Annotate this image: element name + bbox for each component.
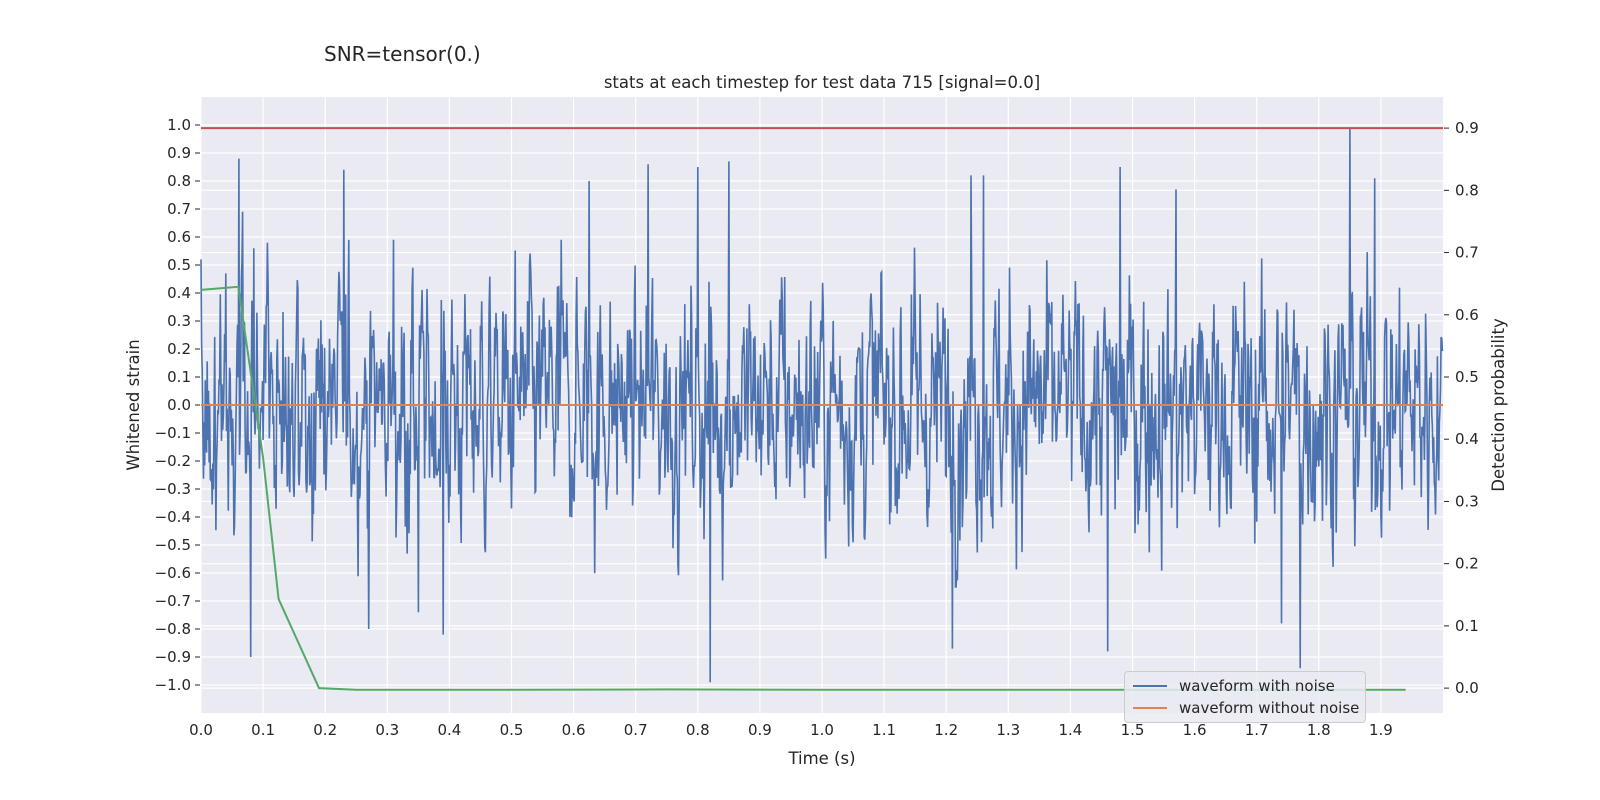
x-tick-label: 1.5 <box>1121 721 1145 739</box>
x-tick-label: 1.1 <box>872 721 896 739</box>
x-tick-label: 0.6 <box>562 721 586 739</box>
y-tick-label: 0.4 <box>167 284 191 302</box>
x-tick-label: 0.7 <box>624 721 648 739</box>
legend-item-clean: waveform without noise <box>1133 697 1359 719</box>
y2-tick-label: 0.1 <box>1455 617 1479 635</box>
x-axis-ticks: 0.0 0.1 0.2 0.3 0.4 0.5 0.6 0.7 0.8 0.9 1.0 1.1 1.2 1… <box>189 721 1393 739</box>
y-tick-label: −0.1 <box>155 424 191 442</box>
y-tick-label: −0.5 <box>155 536 191 554</box>
y-axis-ticks: 1.0 0.9 0.8 0.7 0.6 0.5 0.4 0.3 0.2 0.1 0.0 −0.1 −0.… <box>155 116 200 694</box>
y-tick-label: −0.2 <box>155 452 191 470</box>
y2-tick-label: 0.9 <box>1455 119 1479 137</box>
y-tick-label: 1.0 <box>167 116 191 134</box>
y-tick-label: 0.2 <box>167 340 191 358</box>
x-tick-label: 0.1 <box>251 721 275 739</box>
legend-swatch-noisy <box>1133 685 1167 687</box>
legend-label-clean: waveform without noise <box>1179 699 1360 717</box>
y-tick-label: 0.0 <box>167 396 191 414</box>
x-tick-label: 1.9 <box>1369 721 1393 739</box>
y-tick-label: 0.9 <box>167 144 191 162</box>
y-axis-label: Whitened strain <box>124 339 143 470</box>
y-tick-label: 0.3 <box>167 312 191 330</box>
waveform-with-noise-line <box>200 127 1444 683</box>
x-tick-label: 1.8 <box>1307 721 1331 739</box>
x-tick-label: 1.2 <box>934 721 958 739</box>
y2-tick-label: 0.5 <box>1455 368 1479 386</box>
x-tick-label: 1.3 <box>996 721 1020 739</box>
y2-tick-label: 0.6 <box>1455 306 1479 324</box>
chart-title: stats at each timestep for test data 715… <box>604 73 1040 92</box>
y2-tick-label: 0.7 <box>1455 244 1479 262</box>
x-axis-label: Time (s) <box>787 749 855 768</box>
x-tick-label: 1.7 <box>1245 721 1269 739</box>
y-tick-label: 0.8 <box>167 172 191 190</box>
y-tick-label: −0.8 <box>155 620 191 638</box>
x-tick-label: 0.9 <box>748 721 772 739</box>
y2-axis-ticks: 0.9 0.8 0.7 0.6 0.5 0.4 0.3 0.2 0.1 0.0 <box>1444 119 1479 697</box>
y-tick-label: 0.1 <box>167 368 191 386</box>
x-tick-label: 0.5 <box>500 721 524 739</box>
y2-axis-label: Detection probability <box>1489 318 1508 492</box>
y-tick-label: −0.3 <box>155 480 191 498</box>
y2-tick-label: 0.0 <box>1455 679 1479 697</box>
legend: waveform with noise waveform without noi… <box>1124 671 1366 723</box>
y2-tick-label: 0.3 <box>1455 492 1479 510</box>
legend-item-noisy: waveform with noise <box>1133 675 1335 697</box>
x-tick-label: 1.4 <box>1058 721 1082 739</box>
detection-probability-series <box>200 285 1406 691</box>
y2-tick-label: 0.4 <box>1455 430 1479 448</box>
y-tick-label: 0.7 <box>167 200 191 218</box>
x-tick-label: 0.0 <box>189 721 213 739</box>
y2-tick-label: 0.8 <box>1455 181 1479 199</box>
detection-probability-line <box>200 285 1406 691</box>
legend-label-noisy: waveform with noise <box>1179 677 1335 695</box>
y-tick-label: −0.4 <box>155 508 191 526</box>
y-tick-label: −0.7 <box>155 592 191 610</box>
x-tick-label: 0.3 <box>375 721 399 739</box>
waveform-with-noise-series <box>200 127 1444 683</box>
y-tick-label: −0.9 <box>155 648 191 666</box>
y2-tick-label: 0.2 <box>1455 555 1479 573</box>
y-tick-label: 0.6 <box>167 228 191 246</box>
x-tick-label: 0.8 <box>686 721 710 739</box>
y-tick-label: 0.5 <box>167 256 191 274</box>
figure-suptitle: SNR=tensor(0.) <box>324 42 481 66</box>
legend-swatch-clean <box>1133 707 1167 709</box>
x-tick-label: 0.4 <box>437 721 461 739</box>
y-tick-label: −1.0 <box>155 676 191 694</box>
x-tick-label: 1.0 <box>810 721 834 739</box>
x-tick-label: 1.6 <box>1183 721 1207 739</box>
y-tick-label: −0.6 <box>155 564 191 582</box>
x-tick-label: 0.2 <box>313 721 337 739</box>
